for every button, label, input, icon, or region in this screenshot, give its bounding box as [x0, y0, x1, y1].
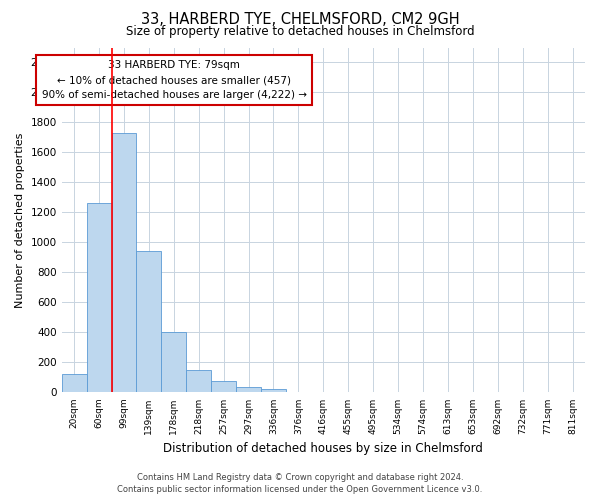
Bar — [136, 252, 161, 392]
Text: Size of property relative to detached houses in Chelmsford: Size of property relative to detached ho… — [125, 25, 475, 38]
Text: 33 HARBERD TYE: 79sqm
← 10% of detached houses are smaller (457)
90% of semi-det: 33 HARBERD TYE: 79sqm ← 10% of detached … — [41, 60, 307, 100]
Bar — [236, 387, 261, 392]
Bar — [161, 332, 186, 392]
Bar — [112, 133, 136, 392]
Bar — [261, 388, 286, 392]
Bar — [62, 374, 86, 392]
Text: Contains HM Land Registry data © Crown copyright and database right 2024.
Contai: Contains HM Land Registry data © Crown c… — [118, 472, 482, 494]
Bar — [211, 381, 236, 392]
Text: 33, HARBERD TYE, CHELMSFORD, CM2 9GH: 33, HARBERD TYE, CHELMSFORD, CM2 9GH — [140, 12, 460, 28]
X-axis label: Distribution of detached houses by size in Chelmsford: Distribution of detached houses by size … — [163, 442, 483, 455]
Y-axis label: Number of detached properties: Number of detached properties — [15, 132, 25, 308]
Bar — [186, 370, 211, 392]
Bar — [86, 204, 112, 392]
